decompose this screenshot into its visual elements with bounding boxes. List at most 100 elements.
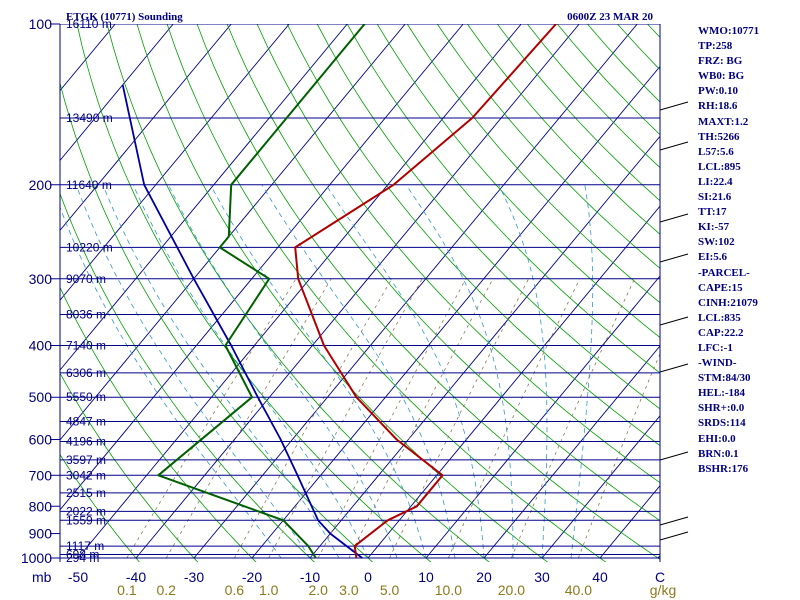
pressure-unit-label: mb: [32, 569, 52, 585]
sounding-index-item: TP:258: [698, 40, 733, 53]
dewpoint-trace: [157, 24, 366, 559]
wind-barb: [659, 101, 689, 111]
sounding-index-item: PW:0.10: [698, 85, 739, 98]
mixing-ratio-label: 10.0: [435, 582, 462, 598]
pressure-label: 1000: [21, 550, 52, 566]
isotherm-line: [60, 24, 174, 162]
sounding-index-item: EI:5.6: [698, 251, 728, 264]
mixing-ratio-label: 1.0: [259, 582, 279, 598]
mixing-ratio-line: [448, 278, 581, 559]
height-label: 11640 m: [66, 178, 112, 192]
height-label: 4196 m: [66, 435, 106, 449]
sounding-index-item: BSHR:176: [698, 462, 749, 475]
height-label: 8036 m: [66, 308, 106, 322]
moist-adiabat-line: [570, 184, 594, 559]
temperature-tick-label: 0: [364, 569, 372, 585]
isotherm-line: [193, 24, 638, 559]
mixing-ratio-unit: g/kg: [650, 582, 676, 598]
sounding-index-item: EHI:0.0: [698, 432, 736, 445]
pressure-label: 300: [29, 271, 53, 287]
isotherm-line: [425, 275, 660, 559]
height-label: 6306 m: [66, 366, 106, 380]
dry-adiabat-line: [226, 24, 660, 522]
pressure-label: 800: [29, 498, 53, 514]
sounding-index-item: SHR+:0.0: [698, 402, 745, 415]
dry-adiabat-line: [406, 24, 660, 304]
temperature-trace: [294, 24, 557, 559]
dry-adiabat-line: [316, 24, 660, 410]
temperature-tick-label: -20: [242, 569, 262, 585]
moist-adiabat-line: [102, 184, 340, 559]
sounding-index-item: BRN:0.1: [698, 447, 739, 460]
sounding-index-item: SI:21.6: [698, 191, 732, 204]
sounding-index-item: -WIND-: [698, 357, 737, 370]
pressure-label: 700: [29, 467, 53, 483]
sounding-index-item: -PARCEL-: [698, 266, 750, 279]
mixing-ratio-label: 2.0: [308, 582, 328, 598]
mixing-ratio-line: [165, 278, 332, 559]
sounding-index-item: RH:18.6: [698, 100, 738, 113]
wind-barb: [659, 316, 689, 326]
mixing-ratio-line: [511, 278, 635, 559]
pressure-label: 100: [29, 16, 53, 32]
temperature-tick-label: 30: [534, 569, 550, 585]
height-label: 2022 m: [66, 504, 106, 518]
isotherm-line: [60, 24, 464, 511]
pressure-label: 500: [29, 389, 53, 405]
height-label: 3042 m: [66, 468, 106, 482]
mixing-ratio-line: [348, 278, 494, 559]
dry-adiabat-line: [76, 24, 432, 562]
sounding-index-item: KI:-57: [698, 221, 730, 234]
dry-adiabat-line: [346, 24, 660, 374]
moist-adiabat-line: [168, 184, 398, 559]
sounding-index-item: MAXT:1.2: [698, 115, 749, 128]
dry-adiabat-line: [60, 453, 140, 562]
pressure-label: 200: [29, 177, 53, 193]
mixing-ratio-label: 5.0: [380, 582, 400, 598]
height-label: 3597 m: [66, 453, 106, 467]
temperature-tick-label: -50: [68, 569, 88, 585]
dry-adiabat-line: [106, 24, 490, 562]
wind-barb: [659, 516, 689, 526]
background-grid: [60, 24, 660, 562]
pressure-label: 400: [29, 338, 53, 354]
isotherm-line: [483, 345, 660, 559]
temperature-tick-label: -40: [126, 569, 146, 585]
isotherm-line: [541, 415, 660, 559]
dry-adiabat-line: [376, 24, 660, 339]
mixing-ratio-label: 0.1: [117, 582, 137, 598]
axis-labels: 0.1 0.2 0.6 1.0 2.0 3.0 5.0 10.0 20.0 40.0 g/kg 294…: [21, 16, 676, 598]
dry-adiabat-line: [166, 24, 607, 562]
dry-adiabat-line: [286, 24, 660, 446]
height-label: 5550 m: [66, 390, 106, 404]
wind-barb: [659, 253, 689, 263]
temperature-tick-label: 20: [476, 569, 492, 585]
mixing-ratio-label: 0.6: [225, 582, 245, 598]
moist-adiabat-line: [132, 184, 369, 559]
temperature-tick-label: -30: [184, 569, 204, 585]
wind-barb: [659, 141, 689, 151]
height-label: 1117 m: [66, 539, 104, 553]
sounding-index-item: CAPE:15: [698, 281, 743, 294]
wind-barb: [659, 363, 689, 373]
dry-adiabat-line: [196, 24, 660, 560]
wind-barb: [659, 451, 689, 461]
mixing-ratio-label: 40.0: [565, 582, 592, 598]
profile-traces: [121, 24, 557, 559]
chart-time: 0600Z 23 MAR 20: [567, 11, 653, 23]
chart-title: ETGK (10771) Sounding: [66, 11, 183, 23]
sounding-index-item: STM:84/30: [698, 372, 751, 385]
height-label: 294 m: [66, 551, 99, 565]
sounding-index-item: SRDS:114: [698, 417, 746, 430]
dry-adiabat-line: [436, 24, 660, 269]
height-label: 698 m: [66, 548, 99, 562]
parcel-trace: [121, 84, 363, 559]
sounding-indices-panel: WMO:10771 TP:258 FRZ: BG WB0: BG PW:0.10 RH:1…: [698, 24, 798, 477]
sounding-index-item: FRZ: BG: [698, 55, 743, 68]
mixing-ratio-label: 20.0: [498, 582, 525, 598]
height-label: 4847 m: [66, 415, 106, 429]
height-label: 9070 m: [66, 272, 106, 286]
height-label: 13490 m: [66, 111, 113, 125]
dry-adiabat-line: [60, 81, 374, 562]
sounding-index-item: LI:22.4: [698, 175, 733, 188]
